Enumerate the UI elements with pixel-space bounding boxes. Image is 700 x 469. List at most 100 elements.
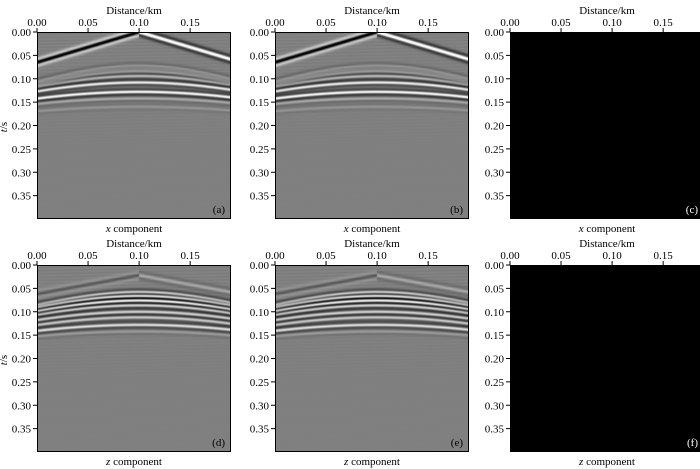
wavefield-image: [275, 32, 469, 219]
y-tick-label: 0.35: [485, 424, 505, 436]
y-axis-title: t/s: [0, 122, 10, 132]
x-tick-label: 0.00: [500, 250, 520, 262]
x-tick-label: 0.15: [654, 17, 674, 29]
component-caption: x component: [343, 223, 401, 235]
component-variable: x: [343, 223, 349, 235]
y-axis-variable: t: [0, 128, 10, 132]
wavefield-image: [37, 32, 231, 219]
x-tick-label: 0.10: [129, 250, 149, 262]
y-tick-label: 0.25: [250, 144, 270, 156]
x-tick-label: 0.15: [181, 17, 201, 29]
y-tick-label: 0.15: [250, 330, 270, 342]
x-axis-title: Distance/km: [106, 238, 162, 250]
x-axis-title: Distance/km: [579, 238, 635, 250]
component-caption: z component: [578, 456, 635, 468]
y-tick-label: 0.15: [12, 97, 32, 109]
y-tick-label: 0.35: [12, 191, 32, 203]
x-tick-label: 0.15: [654, 250, 674, 262]
y-tick-label: 0.00: [485, 260, 505, 272]
y-tick-label: 0.10: [250, 307, 270, 319]
component-word: component: [348, 456, 400, 468]
y-tick-label: 0.35: [12, 424, 32, 436]
panel-label: (e): [451, 437, 464, 449]
y-tick-label: 0.00: [12, 260, 32, 272]
y-tick-label: 0.30: [250, 167, 270, 179]
x-axis-title: Distance/km: [579, 5, 635, 17]
x-tick-label: 0.15: [181, 250, 201, 262]
y-tick-label: 0.25: [485, 377, 505, 389]
y-tick-label: 0.05: [12, 283, 32, 295]
component-word: component: [584, 223, 636, 235]
zero-wavefield: [510, 32, 700, 219]
x-tick-label: 0.00: [27, 17, 47, 29]
axes-frame: [275, 265, 469, 452]
component-variable: z: [105, 456, 111, 468]
component-caption: z component: [105, 456, 162, 468]
y-tick-label: 0.20: [12, 121, 32, 133]
y-tick-label: 0.35: [250, 191, 270, 203]
y-tick-label: 0.15: [250, 97, 270, 109]
axes-frame: [37, 32, 231, 219]
y-tick-label: 0.20: [12, 354, 32, 366]
component-word: component: [110, 456, 162, 468]
y-axis-unit: /s: [0, 355, 10, 362]
wavefield-image: [37, 265, 231, 452]
y-tick-label: 0.20: [250, 121, 270, 133]
y-tick-label: 0.20: [485, 121, 505, 133]
component-caption: x component: [105, 223, 163, 235]
component-caption: x component: [578, 223, 636, 235]
y-tick-label: 0.15: [485, 330, 505, 342]
y-axis-title: t/s: [0, 355, 10, 365]
y-tick-label: 0.15: [12, 330, 32, 342]
y-tick-label: 0.25: [250, 377, 270, 389]
y-tick-label: 0.15: [485, 97, 505, 109]
x-tick-label: 0.00: [27, 250, 47, 262]
y-tick-label: 0.25: [12, 144, 32, 156]
panel-e: Distance/km 0.00 0.05 0.10 0.15 0.00 0.05 0.10 0…: [250, 238, 469, 468]
y-tick-label: 0.20: [485, 354, 505, 366]
y-tick-label: 0.10: [250, 74, 270, 86]
y-tick-label: 0.10: [12, 74, 32, 86]
x-tick-label: 0.05: [551, 250, 571, 262]
y-tick-label: 0.30: [485, 167, 505, 179]
x-tick-label: 0.05: [316, 250, 336, 262]
axes-frame: [510, 32, 700, 219]
axes-frame: [510, 265, 700, 452]
panel-f: Distance/km 0.00 0.05 0.10 0.15 0.00 0.05 0.10 0…: [485, 238, 700, 468]
x-tick-label: 0.10: [367, 250, 387, 262]
x-tick-label: 0.10: [602, 250, 622, 262]
y-tick-label: 0.05: [485, 283, 505, 295]
y-tick-label: 0.10: [485, 307, 505, 319]
y-tick-label: 0.05: [485, 50, 505, 62]
component-variable: x: [578, 223, 584, 235]
component-word: component: [111, 223, 163, 235]
zero-wavefield: [510, 265, 700, 452]
x-tick-label: 0.00: [500, 17, 520, 29]
y-axis-unit: /s: [0, 122, 10, 129]
y-tick-label: 0.30: [250, 400, 270, 412]
component-variable: z: [343, 456, 349, 468]
x-tick-label: 0.15: [419, 17, 439, 29]
wavefield-image: [275, 265, 469, 452]
x-tick-label: 0.05: [551, 17, 571, 29]
y-tick-label: 0.10: [12, 307, 32, 319]
panel-d: Distance/km 0.00 0.05 0.10 0.15 0.00 0.05 0.10 0…: [0, 238, 231, 468]
component-word: component: [583, 456, 635, 468]
y-tick-label: 0.30: [12, 400, 32, 412]
component-variable: x: [105, 223, 111, 235]
y-tick-label: 0.00: [485, 27, 505, 39]
component-variable: z: [578, 456, 584, 468]
x-tick-label: 0.10: [367, 17, 387, 29]
y-tick-label: 0.00: [250, 260, 270, 272]
axes-frame: [37, 265, 231, 452]
x-tick-label: 0.15: [419, 250, 439, 262]
panel-b: Distance/km 0.00 0.05 0.10 0.15 0.00 0.05 0.10 0…: [250, 5, 469, 235]
component-caption: z component: [343, 456, 400, 468]
x-axis-title: Distance/km: [344, 5, 400, 17]
x-tick-label: 0.05: [78, 250, 98, 262]
panel-label: (a): [213, 204, 226, 216]
x-axis-title: Distance/km: [106, 5, 162, 17]
y-tick-label: 0.35: [485, 191, 505, 203]
component-word: component: [349, 223, 401, 235]
